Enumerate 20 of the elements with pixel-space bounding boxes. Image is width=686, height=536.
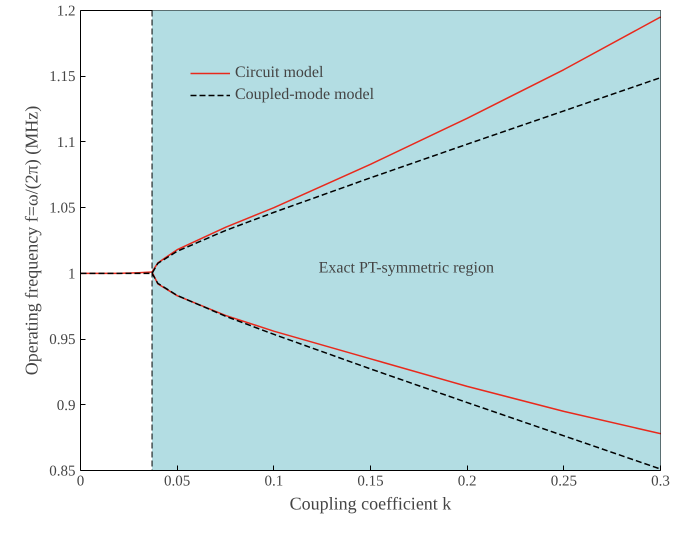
y-tick-label: 1.05	[49, 200, 76, 217]
y-tick-label: 0.85	[49, 464, 76, 480]
x-tick-label: 0.1	[264, 474, 284, 490]
y-tick-label: 0.9	[56, 398, 76, 414]
x-tick-label: 0.2	[458, 474, 477, 490]
band-label: Exact PT-symmetric region	[318, 260, 494, 277]
x-tick-label: 0.05	[164, 474, 190, 490]
legend-label: Circuit model	[235, 64, 324, 82]
legend-label: Coupled-mode model	[235, 86, 374, 104]
y-tick-label: 1	[68, 266, 76, 282]
y-tick-label: 0.95	[49, 332, 76, 348]
x-tick-label: 0.3	[651, 474, 670, 490]
y-axis-title: Operating frequency f=ω/(2π) (MHz)	[21, 106, 42, 376]
y-tick-label: 1.15	[49, 69, 76, 86]
x-tick-label: 0	[76, 474, 84, 490]
y-tick-label: 1.1	[56, 134, 76, 151]
x-tick-label: 0.15	[357, 474, 384, 490]
x-axis-title: Coupling coefficient k	[290, 494, 452, 514]
y-tick-label: 1.2	[56, 4, 76, 20]
x-tick-label: 0.25	[550, 474, 577, 490]
